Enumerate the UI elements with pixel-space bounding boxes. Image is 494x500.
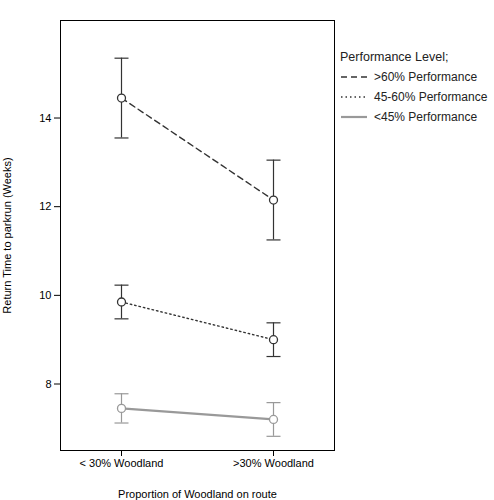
svg-text:12: 12 <box>39 200 51 212</box>
html-text:>60% Performance: >60% Performance <box>374 70 478 84</box>
svg-text:>30% Woodland: >30% Woodland <box>233 457 314 469</box>
svg-text:Return Time to parkrun (Weeks): Return Time to parkrun (Weeks) <box>1 157 13 313</box>
svg-text:14: 14 <box>39 112 51 124</box>
html-text:45-60% Performance: 45-60% Performance <box>374 90 488 104</box>
svg-text:10: 10 <box>39 289 51 301</box>
html-text:<45% Performance: <45% Performance <box>374 110 478 124</box>
svg-text:Proportion of Woodland on rout: Proportion of Woodland on route <box>118 488 277 500</box>
svg-text:< 30% Woodland: < 30% Woodland <box>80 457 164 469</box>
svg-text:8: 8 <box>45 378 51 390</box>
html-text:Performance Level;: Performance Level; <box>340 50 449 64</box>
